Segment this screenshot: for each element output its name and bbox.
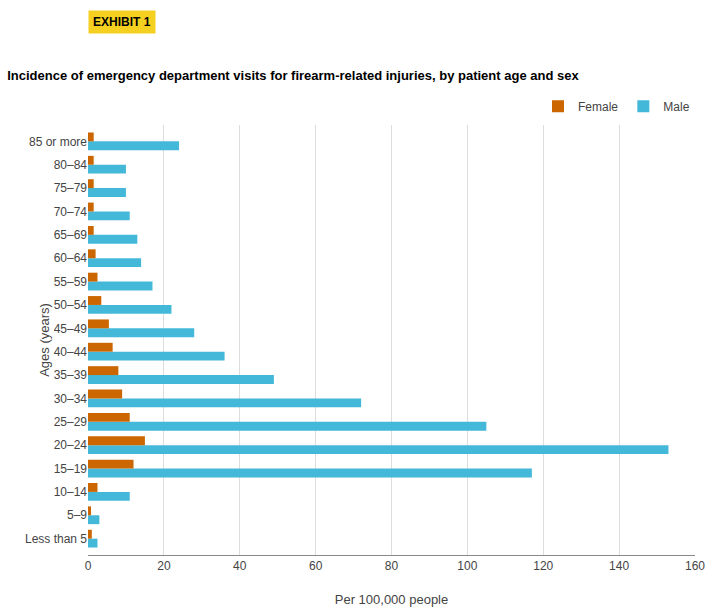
svg-text:55–59: 55–59 xyxy=(54,275,88,289)
svg-text:Ages (years): Ages (years) xyxy=(37,303,52,377)
svg-text:60: 60 xyxy=(309,559,323,573)
svg-text:160: 160 xyxy=(685,559,705,573)
svg-text:75–79: 75–79 xyxy=(54,181,88,195)
svg-text:80: 80 xyxy=(385,559,399,573)
svg-text:Male: Male xyxy=(663,100,689,114)
svg-text:30–34: 30–34 xyxy=(54,392,88,406)
svg-text:10–14: 10–14 xyxy=(54,485,88,499)
svg-text:60–64: 60–64 xyxy=(54,251,88,265)
svg-text:140: 140 xyxy=(609,559,629,573)
svg-text:15–19: 15–19 xyxy=(54,462,88,476)
svg-text:65–69: 65–69 xyxy=(54,228,88,242)
svg-text:40: 40 xyxy=(233,559,247,573)
svg-text:80–84: 80–84 xyxy=(54,158,88,172)
svg-text:35–39: 35–39 xyxy=(54,368,88,382)
svg-text:Per 100,000 people: Per 100,000 people xyxy=(335,592,448,607)
svg-text:0: 0 xyxy=(85,559,92,573)
svg-text:Less than 5: Less than 5 xyxy=(25,532,87,546)
svg-text:Female: Female xyxy=(578,100,618,114)
svg-text:50–54: 50–54 xyxy=(54,298,88,312)
svg-text:70–74: 70–74 xyxy=(54,205,88,219)
svg-text:20–24: 20–24 xyxy=(54,438,88,452)
svg-text:25–29: 25–29 xyxy=(54,415,88,429)
svg-text:85 or more: 85 or more xyxy=(29,135,87,149)
svg-text:20: 20 xyxy=(157,559,171,573)
svg-text:40–44: 40–44 xyxy=(54,345,88,359)
svg-text:45–49: 45–49 xyxy=(54,322,88,336)
svg-text:100: 100 xyxy=(457,559,477,573)
svg-text:5–9: 5–9 xyxy=(67,508,87,522)
svg-text:EXHIBIT 1: EXHIBIT 1 xyxy=(93,15,151,29)
svg-text:120: 120 xyxy=(533,559,553,573)
svg-text:Incidence of emergency departm: Incidence of emergency department visits… xyxy=(7,68,579,83)
